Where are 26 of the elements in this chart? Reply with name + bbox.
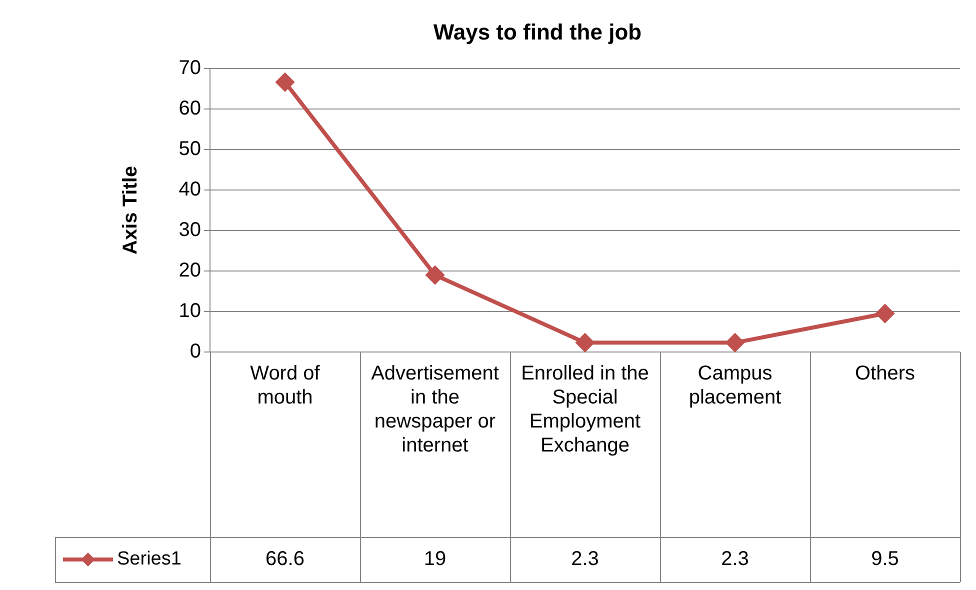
chart-title: Ways to find the job bbox=[433, 19, 642, 44]
y-tick-label: 20 bbox=[178, 259, 201, 282]
point bbox=[576, 334, 594, 352]
y-tick-label: 0 bbox=[190, 340, 201, 363]
x-tick-label: Advertisement in the newspaper or internet bbox=[371, 362, 500, 457]
x-tick-label: Word of mouth bbox=[250, 362, 320, 409]
y-tick-label: 50 bbox=[178, 138, 201, 160]
y-tick-label: 70 bbox=[178, 56, 201, 79]
y-axis-title: Axis Title bbox=[120, 166, 142, 254]
data-label: 2.3 bbox=[721, 548, 749, 570]
point bbox=[276, 73, 294, 92]
x-tick-label: Campus placement bbox=[688, 362, 782, 409]
y-tick-label: 60 bbox=[178, 97, 201, 120]
data-label: 2.3 bbox=[571, 548, 599, 570]
y-tick-label: 40 bbox=[178, 178, 201, 200]
data-label: 19 bbox=[424, 548, 446, 570]
point bbox=[426, 266, 444, 284]
data-label: 9.5 bbox=[871, 548, 899, 570]
x-tick-label: Others bbox=[854, 362, 916, 385]
data-label: 66.6 bbox=[266, 548, 304, 570]
point bbox=[726, 334, 744, 352]
x-tick-label: Enrolled in the Special Employment Exchange bbox=[521, 362, 649, 457]
legend-label: Series1 bbox=[117, 548, 182, 570]
y-tick-label: 10 bbox=[178, 300, 201, 322]
point bbox=[876, 304, 894, 323]
y-tick-label: 30 bbox=[178, 218, 201, 241]
